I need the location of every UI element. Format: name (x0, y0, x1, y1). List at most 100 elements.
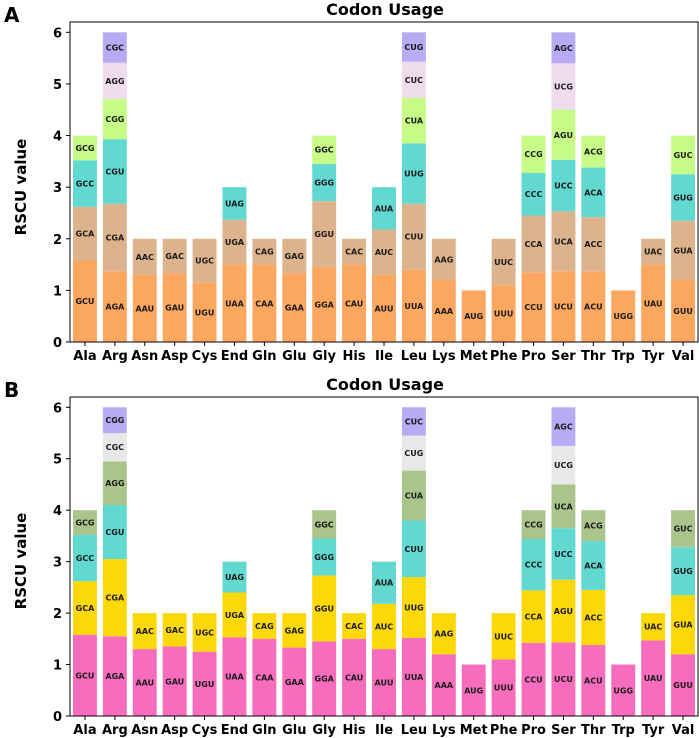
panel-b-bar-Tyr-UAC (641, 613, 666, 641)
panel-a-bar-label-GGA: GGA (315, 301, 335, 310)
panel-a-bar-Lys-AAA (431, 280, 456, 342)
panel-a-bar-label-CGA: CGA (106, 233, 125, 242)
panel-b-xtick-label-Thr: Thr (581, 723, 606, 738)
panel-a-bar-Trp-UGG (611, 290, 636, 342)
panel-b-bar-Ala-GCC (72, 534, 97, 582)
panel-a-bar-Pro-CCU (521, 272, 546, 342)
panel-a-bar-label-GUU: GUU (673, 307, 693, 316)
panel-b-ytick-label-2: 2 (53, 607, 62, 622)
panel-a-bar-Arg-AGA (102, 271, 127, 342)
panel-b-xtick-label-Gln: Gln (252, 723, 276, 738)
panel-a-bar-label-UGU: UGU (195, 308, 215, 317)
panel-b-bar-Pro-CCA (521, 590, 546, 643)
panel-a-bar-Ser-AGU (551, 109, 576, 160)
panel-a-xtick-label-Cys: Cys (192, 349, 218, 364)
panel-a-bar-Ala-GCG (72, 135, 97, 161)
panel-b-bar-label-GCC: GCC (76, 554, 94, 563)
panel-a-bar-Ser-UCG (551, 63, 576, 110)
panel-a-bar-Arg-CGG (102, 98, 127, 140)
panel-a-xtick-label-Gly: Gly (312, 349, 336, 364)
panel-b-bar-Arg-AGA (102, 636, 127, 716)
panel-a-bar-Gly-GGU (312, 201, 337, 268)
panel-a-bar-label-AUC: AUC (375, 248, 393, 257)
panel-a-xtick-label-Thr: Thr (581, 349, 606, 364)
panel-b-bar-Leu-UUG (401, 577, 426, 638)
panel-a-ytick-label-6: 6 (53, 26, 62, 41)
panel-a-xtick-label-Trp: Trp (612, 349, 635, 364)
panel-a-xtick-label-Ala: Ala (73, 349, 96, 364)
panel-b-bar-Arg-CGC (102, 433, 127, 462)
panel-a-bar-Asn-AAU (132, 274, 157, 342)
panel-a-bar-label-GGC: GGC (315, 146, 334, 155)
panel-a-xtick-label-Val: Val (672, 349, 695, 364)
panel-b-bar-Ser-UCU (551, 642, 576, 716)
panel-b-xtick-label-Val: Val (672, 723, 695, 738)
panel-b-bar-Ser-AGC (551, 407, 576, 446)
panel-a-bar-label-GAU: GAU (165, 304, 184, 313)
panel-b-bar-label-UAG: UAG (225, 573, 244, 582)
panel-a-bar-label-CGU: CGU (105, 167, 124, 176)
panel-b-title: Codon Usage (326, 375, 444, 394)
panel-a-bar-Gly-GGC (312, 135, 337, 164)
panel-b-letter: B (4, 378, 19, 402)
panel-b-bar-label-UAA: UAA (225, 673, 244, 682)
panel-a-bar-label-GUC: GUC (674, 151, 693, 160)
panel-a-bar-label-AGC: AGC (554, 44, 573, 53)
panel-a-xtick-label-Pro: Pro (521, 349, 546, 364)
panel-a-bar-Pro-CCC (521, 172, 546, 216)
panel-a-xtick-label-Asp: Asp (161, 349, 188, 364)
panel-a-bar-label-UGA: UGA (225, 238, 245, 247)
panel-b-bar-label-CUU: CUU (404, 545, 423, 554)
panel-a-bar-Tyr-UAU (641, 264, 666, 342)
panel-a-ytick-label-4: 4 (53, 130, 62, 145)
panel-a-xtick-label-Asn: Asn (131, 349, 158, 364)
panel-b-bar-label-AUC: AUC (375, 622, 393, 631)
panel-a-bar-Ala-GCU (72, 260, 97, 342)
panel-a-xtick-label-Glu: Glu (282, 349, 306, 364)
panel-b-bar-End-UAA (222, 637, 247, 716)
panel-a-bar-label-UUU: UUU (494, 310, 514, 319)
panel-b-axes-frame (69, 396, 699, 717)
panel-b-bar-label-AAA: AAA (435, 681, 454, 690)
panel-b-bar-label-GCA: GCA (76, 604, 95, 613)
panel-a-bar-label-UAU: UAU (644, 299, 663, 308)
panel-b-bar-Lys-AAG (431, 613, 456, 655)
panel-b-bar-Leu-CUC (401, 407, 426, 436)
panel-b-bar-Leu-CUA (401, 470, 426, 521)
panel-a-bar-label-GCA: GCA (76, 230, 95, 239)
panel-b-bar-label-UCG: UCG (554, 461, 573, 470)
panel-b-bar-label-GAC: GAC (165, 626, 184, 635)
panel-b-bar-label-GCU: GCU (75, 671, 94, 680)
panel-b-bar-Pro-CCU (521, 642, 546, 716)
panel-b-bar-label-UUU: UUU (494, 684, 514, 693)
panel-b-bar-label-UUA: UUA (404, 673, 424, 682)
panel-a-bar-label-GAG: GAG (285, 252, 304, 261)
panel-a-bar-label-UUG: UUG (404, 169, 424, 178)
panel-b-bar-End-UAG (222, 561, 247, 593)
panel-b-bar-label-CGU: CGU (105, 528, 124, 537)
panel-a-bar-Arg-AGG (102, 62, 127, 99)
panel-a-bar-Leu-CUG (401, 32, 426, 62)
panel-a-bar-Thr-ACA (581, 167, 606, 218)
panel-a-bar-label-CGG: CGG (105, 115, 124, 124)
panel-b-bar-label-CUC: CUC (405, 417, 423, 426)
panel-b-bar-Thr-ACG (581, 510, 606, 542)
panel-a-bar-Ser-UCA (551, 211, 576, 272)
panel-a-bar-Pro-CCA (521, 215, 546, 273)
panel-a-ylabel: RSCU value (12, 139, 30, 236)
panel-b-bar-label-UAU: UAU (644, 674, 663, 683)
panel-b-bar-label-UGU: UGU (195, 680, 215, 689)
panel-b-bar-Arg-CGG (102, 407, 127, 434)
panel-b-bar-Ser-UCA (551, 484, 576, 529)
panel-a-bar-label-CCA: CCA (525, 240, 544, 249)
panel-a-bar-label-CAU: CAU (345, 299, 363, 308)
panel-a-bar-label-UGC: UGC (195, 257, 214, 266)
panel-b-xtick-label-Trp: Trp (612, 723, 635, 738)
panel-b-ytick-label-1: 1 (53, 659, 62, 674)
panel-b-bar-Pro-CCG (521, 510, 546, 539)
panel-a-letter: A (4, 3, 20, 27)
panel-a-bar-label-CAC: CAC (345, 248, 363, 257)
panel-a-bar-label-ACA: ACA (584, 188, 603, 197)
panel-a-xtick-label-Arg: Arg (102, 349, 128, 364)
panel-a-xtick-label-End: End (221, 349, 248, 364)
